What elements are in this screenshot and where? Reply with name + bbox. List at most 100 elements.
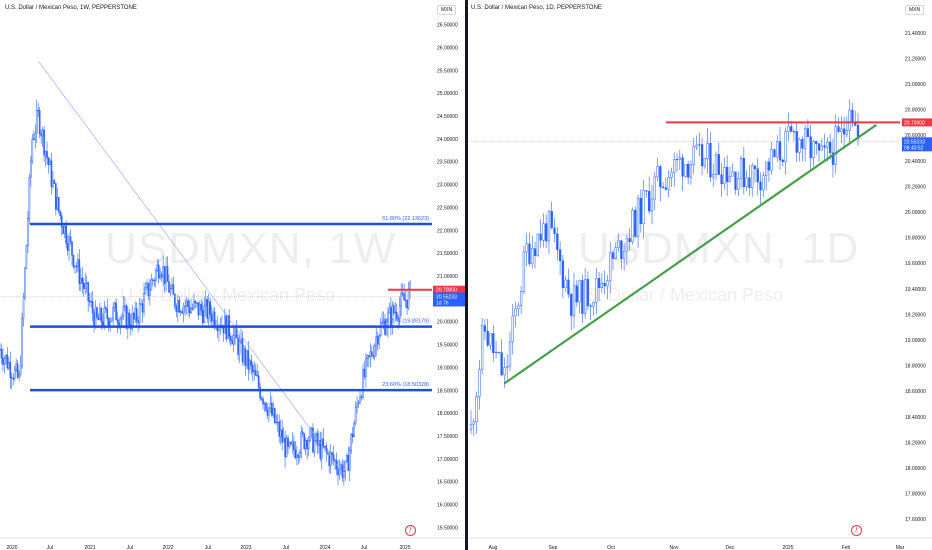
weekly-chart-title: U.S. Dollar / Mexican Peso, 1W, PEPPERST… — [5, 5, 137, 11]
candle-body — [271, 402, 273, 416]
time-axis-label: 2023 — [240, 545, 251, 550]
candle-body — [401, 292, 404, 295]
candle-body — [357, 402, 360, 405]
candle-body — [125, 305, 128, 329]
candle-body — [550, 210, 553, 229]
candle-body — [15, 363, 17, 370]
candle-body — [353, 422, 355, 438]
candle-body — [347, 455, 350, 471]
candle-body — [631, 209, 634, 242]
weekly-chart-canvas[interactable]: 26.50000 26.00000 25.50000 25.00000 24.50000… — [0, 0, 465, 550]
candle-body — [592, 302, 595, 307]
candle-body — [262, 398, 264, 405]
resistance-price-tag-text: 20.70000 — [436, 288, 457, 294]
price-axis-label: 20.60000 — [905, 133, 926, 139]
candle-body — [293, 441, 295, 450]
candle-body — [673, 159, 676, 173]
candle-body — [169, 288, 172, 293]
candle-body — [798, 139, 801, 153]
candle-body — [806, 128, 810, 137]
candle-body — [272, 408, 275, 416]
candle-body — [670, 172, 673, 178]
candle-body — [210, 314, 213, 322]
pane-divider[interactable] — [465, 0, 468, 550]
price-axis-label: 18.00000 — [437, 411, 458, 417]
time-axis-label: 2025 — [399, 545, 410, 550]
candle-body — [511, 315, 514, 343]
candle-body — [222, 324, 225, 334]
candle-body — [398, 305, 401, 320]
daily-chart-canvas[interactable]: 21.40000 21.20000 21.00000 20.80000 20.60000… — [468, 0, 932, 550]
candle-body — [144, 286, 147, 294]
daily-currency-badge[interactable]: MXN — [905, 5, 925, 15]
candle-body — [767, 161, 771, 171]
candle-body — [279, 429, 282, 437]
candle-body — [622, 250, 626, 260]
candle-body — [703, 158, 707, 167]
candle-body — [301, 431, 304, 435]
candle-body — [781, 159, 784, 163]
price-axis-label: 19.20000 — [905, 312, 926, 318]
candle-body — [44, 151, 47, 156]
candle-body — [344, 460, 347, 472]
candle-body — [706, 142, 709, 159]
candle-body — [492, 333, 495, 353]
candle-body — [203, 305, 206, 323]
candle-body — [287, 437, 289, 447]
candle-body — [177, 300, 179, 312]
current-price-countdown: 1d 7h — [436, 300, 449, 306]
candle-body — [306, 440, 308, 450]
candle-body — [351, 433, 354, 438]
candle-body — [53, 180, 56, 184]
candle-body — [848, 109, 851, 131]
candle-body — [340, 464, 342, 470]
candle-body — [38, 110, 41, 135]
candle-body — [375, 336, 378, 346]
candle-body — [135, 308, 138, 322]
weekly-currency-badge[interactable]: MXN — [437, 5, 457, 15]
daily-chart-pane[interactable]: 21.40000 21.20000 21.00000 20.80000 20.60000… — [468, 0, 932, 550]
candle-body — [362, 368, 364, 398]
candle-body — [309, 428, 311, 441]
candle-body — [285, 437, 288, 458]
candle-body — [296, 455, 298, 458]
time-axis-label: Jul — [205, 545, 211, 550]
candle-body — [66, 243, 69, 251]
candle-body — [72, 255, 75, 268]
candle-body — [127, 312, 129, 329]
candle-body — [47, 157, 50, 165]
candle-body — [110, 318, 113, 322]
candle-body — [539, 233, 542, 241]
tradingview-logo-icon[interactable]: ƒ — [851, 525, 862, 536]
candle-body — [337, 468, 339, 476]
candle-body — [124, 305, 126, 307]
price-axis-label: 21.00000 — [437, 274, 458, 280]
price-axis-label: 25.50000 — [437, 68, 458, 74]
candle-body — [274, 408, 276, 423]
candle-body — [348, 449, 351, 471]
candle-body — [188, 306, 191, 314]
price-axis-label: 26.50000 — [437, 23, 458, 29]
candle-body — [720, 174, 723, 185]
candle-body — [291, 441, 294, 445]
time-axis-label: Jul — [127, 545, 133, 550]
price-axis-label: 20.00000 — [905, 210, 926, 216]
candle-body — [55, 183, 57, 210]
candle-body — [153, 279, 156, 282]
candle-body — [589, 305, 592, 307]
candle-body — [561, 260, 565, 288]
candle-body — [368, 355, 370, 358]
time-axis-label: 2025 — [782, 545, 793, 550]
candle-body — [620, 240, 623, 260]
candle-body — [689, 164, 693, 178]
candle-body — [329, 452, 332, 466]
candle-body — [614, 247, 617, 259]
candle-body — [759, 181, 762, 191]
tradingview-logo-icon[interactable]: ƒ — [405, 525, 416, 536]
candle-body — [16, 363, 19, 378]
candle-body — [803, 128, 807, 149]
candle-body — [600, 283, 604, 288]
candle-body — [385, 326, 388, 335]
candle-body — [232, 334, 235, 345]
weekly-chart-pane[interactable]: 26.50000 26.00000 25.50000 25.00000 24.50000… — [0, 0, 465, 550]
